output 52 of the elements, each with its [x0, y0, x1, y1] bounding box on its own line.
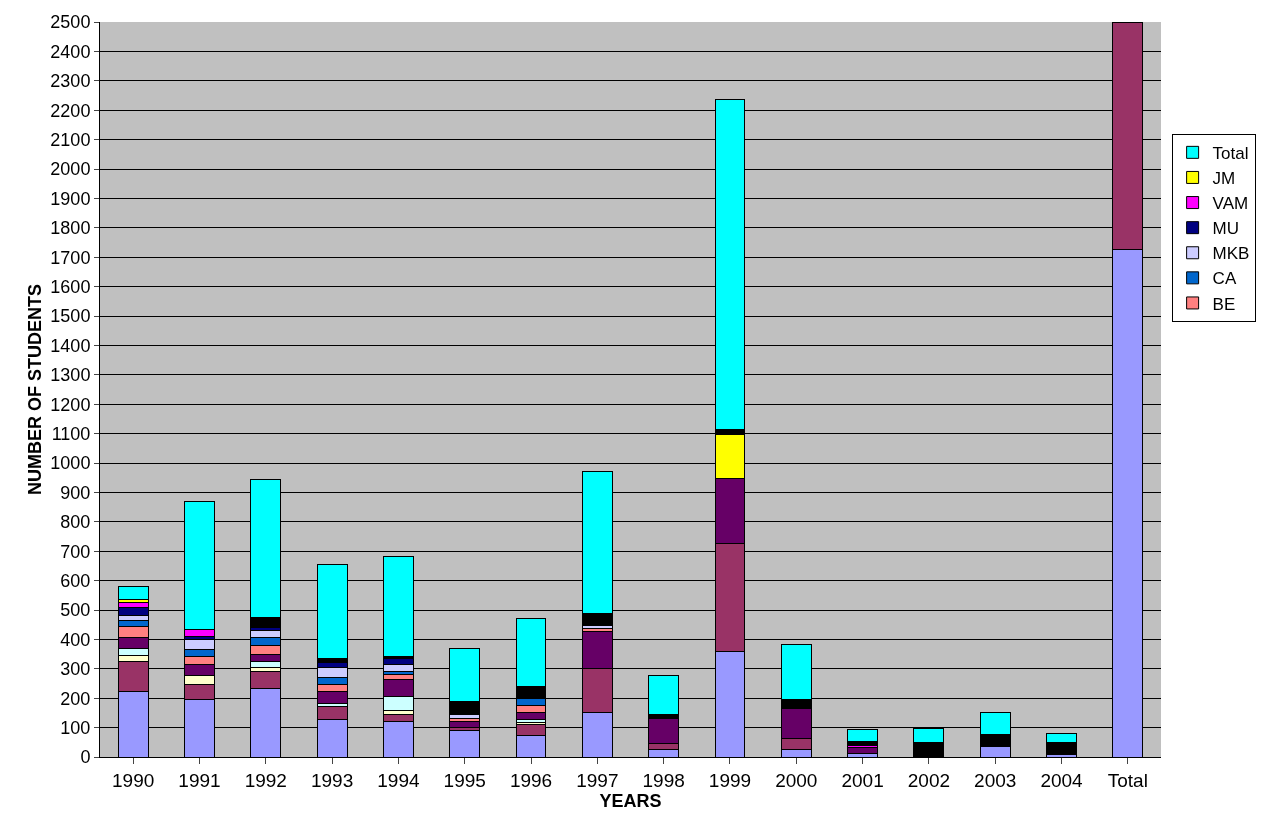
y-axis-title: NUMBER OF STUDENTS — [24, 284, 45, 495]
y-tick-label: 1300 — [50, 365, 91, 386]
y-tick-label: 1700 — [50, 247, 91, 268]
x-tick-label: Total — [1107, 769, 1148, 791]
legend-label: MU — [1212, 219, 1240, 239]
bar — [117, 585, 149, 601]
x-tick-label: 1995 — [443, 769, 486, 791]
y-tick-label: 2200 — [50, 100, 91, 121]
y-tick-label: 200 — [60, 688, 91, 709]
x-tick-label: 1996 — [509, 769, 553, 791]
x-tick-label: 1993 — [310, 769, 354, 791]
x-tick-label: 1990 — [112, 769, 155, 791]
y-tick-label: 2400 — [50, 41, 91, 62]
x-tick-label: 1998 — [642, 769, 685, 791]
x-tick-label: 2003 — [974, 769, 1017, 791]
x-tick-label: 1994 — [377, 769, 420, 791]
y-tick-label: 1400 — [50, 335, 91, 356]
y-tick-label: 1500 — [50, 306, 91, 327]
x-axis-title: YEARS — [599, 790, 662, 811]
y-tick-label: 2100 — [50, 129, 91, 150]
y-tick-label: 400 — [60, 629, 91, 650]
x-tick-label: 1991 — [178, 769, 221, 791]
y-tick-label: 1600 — [50, 276, 91, 297]
y-tick-label: 100 — [60, 717, 91, 738]
x-tick-label: 1997 — [576, 769, 619, 791]
legend-label: MKB — [1212, 244, 1250, 264]
y-tick-label: 500 — [60, 600, 91, 621]
y-tick-label: 2300 — [50, 71, 91, 92]
x-tick-label: 2002 — [907, 769, 951, 791]
y-tick-label: 1200 — [50, 394, 91, 415]
y-tick-label: 300 — [60, 659, 91, 680]
y-tick-label: 0 — [80, 747, 91, 768]
legend-label: Total — [1212, 143, 1249, 163]
y-tick-label: 1900 — [50, 188, 91, 209]
y-tick-label: 1000 — [50, 453, 91, 474]
y-tick-label: 800 — [60, 512, 91, 533]
legend-label: JM — [1212, 169, 1236, 189]
y-tick-label: 1100 — [51, 423, 91, 444]
x-tick-label: 2004 — [1040, 769, 1084, 791]
y-tick-label: 1800 — [50, 218, 91, 239]
y-tick-label: 700 — [60, 541, 91, 562]
x-tick-label: 1999 — [708, 769, 752, 791]
x-tick-label: 2001 — [841, 769, 884, 791]
y-tick-label: 2500 — [50, 12, 91, 33]
y-tick-label: 600 — [60, 570, 91, 591]
x-tick-label: 2000 — [775, 769, 818, 791]
x-tick-label: 1992 — [244, 769, 287, 791]
legend-label: CA — [1212, 269, 1237, 289]
legend-label: VAM — [1212, 194, 1249, 214]
legend-label: BE — [1212, 294, 1236, 314]
y-tick-label: 900 — [60, 482, 91, 503]
y-tick-label: 2000 — [50, 159, 91, 180]
